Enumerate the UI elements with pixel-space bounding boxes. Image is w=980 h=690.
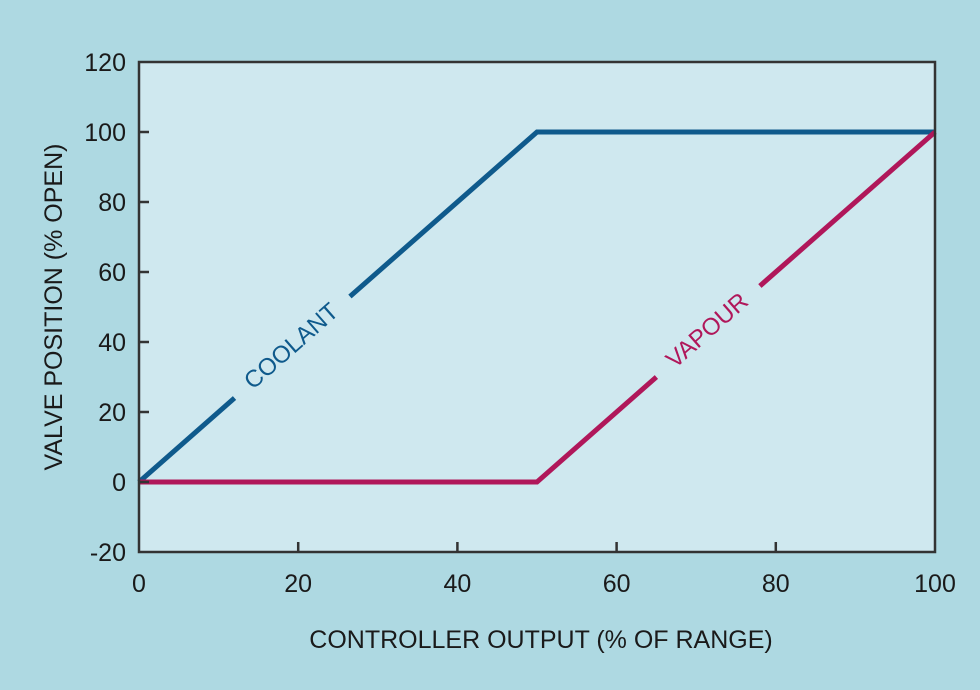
x-axis-title: CONTROLLER OUTPUT (% OF RANGE): [309, 626, 772, 654]
y-tick-label: 120: [84, 49, 126, 77]
x-tick-label: 60: [603, 570, 631, 598]
y-axis-ticks: -20 0 20 40 60 80 100 120: [84, 49, 149, 567]
x-axis-ticks: 0 20 40 60 80 100: [132, 542, 956, 598]
axes-frame: [137, 60, 937, 554]
x-tick-label: 0: [132, 570, 146, 598]
y-axis-title: VALVE POSITION (% OPEN): [40, 144, 68, 471]
y-tick-label: 20: [98, 399, 126, 427]
y-tick-label: -20: [90, 539, 126, 567]
plot-area: [139, 62, 935, 552]
x-tick-label: 40: [443, 570, 471, 598]
series-line-coolant: [348, 129, 935, 299]
x-tick-label: 20: [284, 570, 312, 598]
y-tick-label: 0: [112, 469, 126, 497]
x-tick-label: 100: [914, 570, 956, 598]
series-line-vapour: [139, 375, 659, 485]
y-tick-label: 80: [98, 189, 126, 217]
series-line-coolant: [137, 396, 237, 484]
x-tick-label: 80: [762, 570, 790, 598]
series-layer: [137, 129, 937, 485]
y-tick-label: 60: [98, 259, 126, 287]
series-line-vapour: [758, 130, 937, 288]
y-tick-label: 40: [98, 329, 126, 357]
y-tick-label: 100: [84, 119, 126, 147]
